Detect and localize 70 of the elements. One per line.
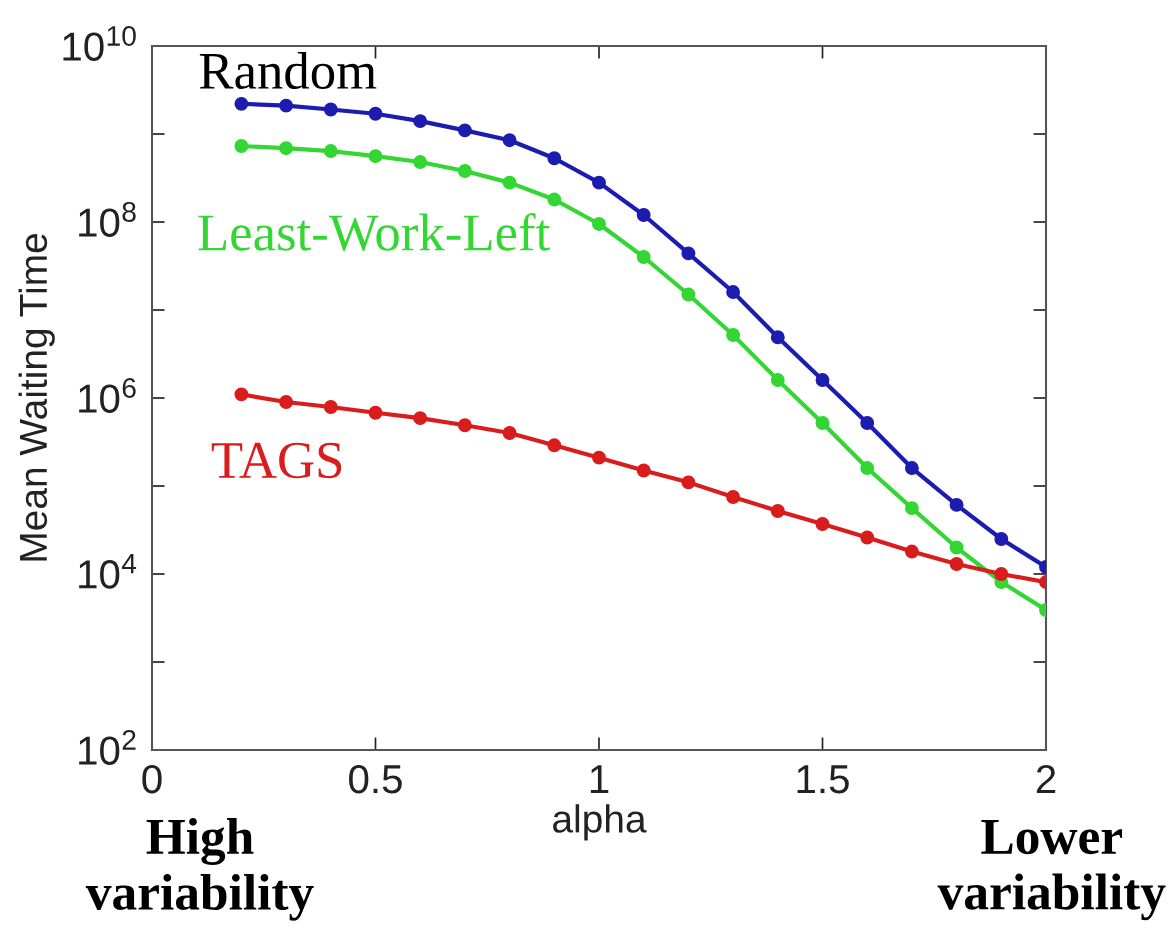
point xyxy=(592,175,606,190)
point xyxy=(234,96,249,111)
point xyxy=(860,530,875,545)
text: High variability xyxy=(85,818,314,921)
point xyxy=(904,544,919,559)
point xyxy=(681,246,696,261)
point xyxy=(994,532,1009,546)
point xyxy=(547,438,562,453)
y-axis-title: Mean Waiting Time xyxy=(18,234,55,561)
point xyxy=(457,418,472,433)
point xyxy=(949,557,964,571)
point xyxy=(636,208,651,222)
x-tick-label: 0 xyxy=(142,764,162,794)
point xyxy=(323,144,338,159)
x-axis-title: alpha xyxy=(553,804,647,841)
point xyxy=(368,149,383,164)
point xyxy=(502,175,517,190)
point xyxy=(368,405,383,420)
x-tick-label: 2 xyxy=(1036,764,1056,794)
point xyxy=(904,501,919,516)
series-label: Least-Work-Left xyxy=(198,213,550,251)
point xyxy=(234,387,249,402)
point xyxy=(234,139,249,153)
point xyxy=(502,133,517,148)
point xyxy=(726,328,741,342)
series-label: Random xyxy=(199,51,377,90)
point xyxy=(413,411,428,426)
point xyxy=(323,102,338,117)
point xyxy=(949,540,964,555)
point xyxy=(815,416,830,430)
point xyxy=(770,504,785,518)
point xyxy=(592,450,606,465)
y-tick-label: 10$^{10}$ xyxy=(63,25,136,61)
x-tick-label: 0.5 xyxy=(349,764,402,794)
point xyxy=(636,463,651,478)
point xyxy=(815,373,830,387)
point xyxy=(279,395,294,409)
x-tick-label: 1 xyxy=(590,765,609,794)
y-tick-label: 10$^{8}$ xyxy=(79,201,136,237)
point xyxy=(279,141,294,156)
series-label: TAGS xyxy=(211,442,342,479)
point xyxy=(949,497,964,512)
point xyxy=(681,475,696,490)
point xyxy=(860,461,875,475)
x-tick-label: 1.5 xyxy=(797,765,849,794)
point xyxy=(547,151,562,166)
point xyxy=(279,98,294,113)
point xyxy=(457,123,472,138)
point xyxy=(636,250,651,264)
point xyxy=(726,285,741,299)
point xyxy=(770,373,785,387)
point xyxy=(368,106,383,121)
text: Lower variability xyxy=(937,820,1166,921)
point xyxy=(770,330,785,345)
point xyxy=(726,490,741,504)
y-tick-label: 10$^{4}$ xyxy=(79,553,137,589)
point xyxy=(413,114,428,129)
point xyxy=(904,461,919,475)
point xyxy=(502,426,517,440)
point xyxy=(994,567,1009,581)
point xyxy=(681,287,696,302)
point xyxy=(592,217,606,231)
point xyxy=(457,164,472,178)
y-tick-label: 10$^{2}$ xyxy=(79,729,136,765)
point xyxy=(413,155,428,169)
point xyxy=(815,517,830,531)
point xyxy=(323,400,338,414)
y-tick-label: 10$^{6}$ xyxy=(79,377,136,413)
point xyxy=(547,192,562,207)
point xyxy=(860,416,875,430)
